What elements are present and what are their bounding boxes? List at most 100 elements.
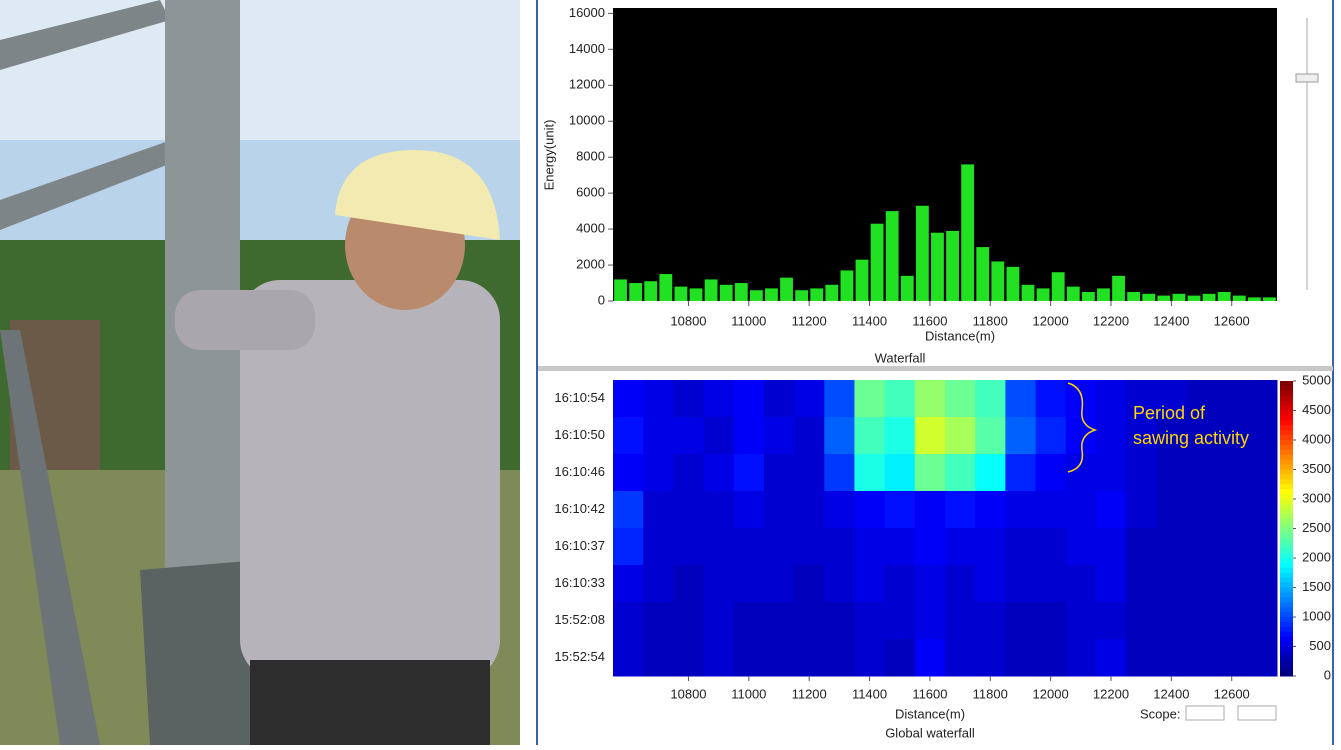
heatmap-cell bbox=[854, 639, 886, 677]
heatmap-cell bbox=[673, 417, 705, 455]
bar bbox=[780, 277, 793, 301]
x-tick-label: 12000 bbox=[1033, 313, 1069, 328]
heatmap-cell bbox=[1095, 639, 1127, 677]
heatmap-cell bbox=[703, 491, 735, 529]
heatmap-cell bbox=[1126, 417, 1157, 455]
colorbar-step bbox=[1280, 651, 1293, 657]
colorbar-step bbox=[1280, 400, 1293, 407]
colorbar-label: 3500 bbox=[1302, 461, 1331, 476]
colorbar-step bbox=[1280, 572, 1293, 579]
heatmap-cell bbox=[673, 454, 705, 492]
heatmap-cell bbox=[643, 380, 674, 418]
x-tick-label: 11200 bbox=[792, 686, 827, 701]
bar bbox=[840, 270, 854, 301]
bar bbox=[1172, 293, 1186, 301]
colorbar-step bbox=[1280, 474, 1293, 480]
heatmap-cell bbox=[1216, 454, 1248, 492]
heatmap-cell bbox=[1186, 565, 1218, 603]
bar bbox=[1112, 275, 1125, 301]
heatmap-cell bbox=[854, 602, 886, 640]
heatmap-cell bbox=[914, 528, 946, 566]
colorbar-step bbox=[1280, 435, 1293, 441]
bar bbox=[1247, 297, 1261, 301]
heatmap-cell bbox=[1065, 528, 1097, 566]
heatmap-cell bbox=[1065, 491, 1097, 529]
heatmap-cell bbox=[763, 454, 795, 492]
heatmap-cell bbox=[1005, 639, 1037, 677]
heatmap-cell bbox=[613, 417, 644, 455]
heatmap-cell bbox=[1095, 491, 1127, 529]
bar bbox=[1051, 272, 1065, 301]
bar bbox=[931, 232, 944, 301]
colorbar-step bbox=[1280, 567, 1293, 574]
scope-input[interactable] bbox=[1237, 705, 1277, 721]
heatmap-cell bbox=[1186, 417, 1218, 455]
y-tick-label: 10000 bbox=[569, 113, 605, 128]
colorbar-label: 2500 bbox=[1302, 520, 1331, 535]
colorbar-step bbox=[1280, 385, 1293, 392]
colorbar-step bbox=[1280, 558, 1293, 564]
heatmap-cell bbox=[1216, 491, 1248, 529]
colorbar-step bbox=[1280, 390, 1293, 397]
heatmap-cell bbox=[975, 491, 1006, 529]
bar bbox=[689, 288, 703, 301]
jacket bbox=[240, 280, 500, 680]
heatmap-cell bbox=[1005, 602, 1037, 640]
colorbar-label: 500 bbox=[1309, 638, 1331, 653]
bar bbox=[855, 259, 869, 301]
heatmap-cell bbox=[1095, 380, 1127, 418]
heatmap-cell bbox=[613, 565, 644, 603]
heatmap-cell bbox=[1186, 454, 1218, 492]
scope-input[interactable] bbox=[1185, 705, 1225, 721]
colorbar-step bbox=[1280, 415, 1293, 421]
arm bbox=[175, 290, 315, 350]
heatmap-cell bbox=[1065, 417, 1097, 455]
y-tick-label: 15:52:08 bbox=[554, 612, 605, 627]
colorbar-step bbox=[1280, 479, 1293, 485]
splitter bbox=[538, 366, 1333, 371]
x-tick-label: 11400 bbox=[852, 313, 887, 328]
heatmap-cell bbox=[1216, 565, 1248, 603]
heatmap-cell bbox=[1126, 639, 1157, 677]
bar bbox=[1097, 288, 1110, 301]
heatmap-cell bbox=[1126, 454, 1157, 492]
x-tick-label: 12000 bbox=[1033, 686, 1069, 701]
heatmap-cell bbox=[1095, 417, 1127, 455]
heatmap-cell bbox=[1246, 565, 1278, 603]
colorbar-step bbox=[1280, 489, 1293, 495]
heatmap-cell bbox=[1246, 528, 1278, 566]
heatmap-cell bbox=[824, 417, 855, 455]
heatmap-cell bbox=[703, 417, 735, 455]
y-tick-label: 16:10:33 bbox=[554, 575, 605, 590]
heatmap-cell bbox=[733, 417, 765, 455]
heatmap-cell bbox=[1126, 491, 1157, 529]
heatmap-cell bbox=[1095, 528, 1127, 566]
heatmap-cell bbox=[1216, 639, 1248, 677]
heatmap-cell bbox=[1186, 639, 1218, 677]
annotation: sawing activity bbox=[1133, 428, 1249, 448]
heatmap-cell bbox=[1035, 565, 1067, 603]
y-tick-label: 16:10:50 bbox=[554, 427, 605, 442]
colorbar-step bbox=[1280, 523, 1293, 529]
colorbar-step bbox=[1280, 395, 1293, 402]
bar bbox=[870, 223, 884, 301]
heatmap-cell bbox=[733, 565, 765, 603]
y-tick-label: 0 bbox=[598, 292, 605, 307]
heatmap-cell bbox=[1246, 639, 1278, 677]
heatmap-cell bbox=[1216, 380, 1248, 418]
heatmap-cell bbox=[975, 639, 1006, 677]
heatmap-cell bbox=[643, 417, 674, 455]
heatmap-cell bbox=[763, 491, 795, 529]
slider-thumb[interactable] bbox=[1295, 73, 1319, 83]
heatmap-cell bbox=[763, 639, 795, 677]
y-tick-label: 16:10:37 bbox=[554, 538, 605, 553]
colorbar-label: 1000 bbox=[1302, 608, 1331, 623]
colorbar-step bbox=[1280, 666, 1293, 672]
heatmap-cell bbox=[975, 602, 1006, 640]
bar bbox=[1157, 295, 1171, 301]
x-axis-label: Distance(m) bbox=[895, 706, 965, 721]
x-tick-label: 11800 bbox=[973, 313, 1008, 328]
colorbar-step bbox=[1280, 508, 1293, 515]
bar bbox=[1081, 292, 1095, 301]
heatmap-cell bbox=[1156, 602, 1187, 640]
